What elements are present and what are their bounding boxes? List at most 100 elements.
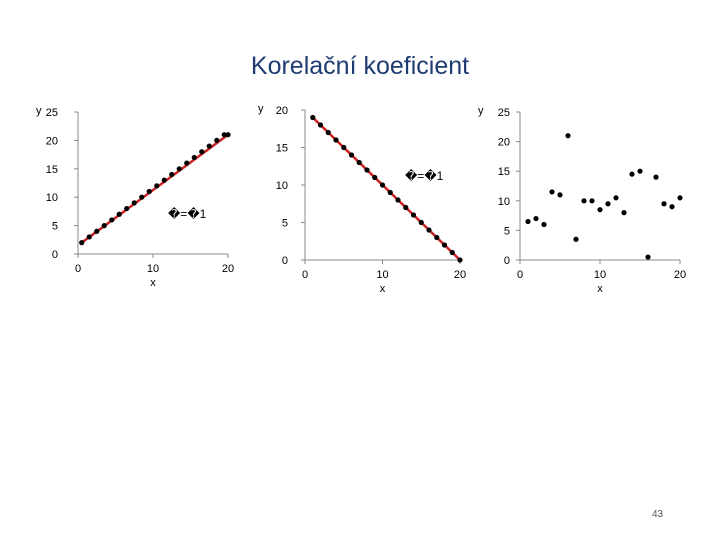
data-point <box>116 211 122 217</box>
y-tick-label: 10 <box>498 196 510 208</box>
y-tick-label: 0 <box>504 255 510 267</box>
data-point <box>525 218 531 225</box>
data-point <box>441 242 448 248</box>
data-point <box>418 219 424 226</box>
data-point <box>356 159 362 166</box>
x-axis-label: x <box>150 277 156 289</box>
x-axis-label: x <box>597 283 603 295</box>
data-point <box>86 234 92 240</box>
data-point <box>541 221 547 228</box>
y-tick-label: 5 <box>282 218 288 230</box>
x-tick-label: 10 <box>376 269 388 281</box>
data-point <box>426 227 432 233</box>
page-number: 43 <box>652 509 664 520</box>
data-point <box>597 207 603 213</box>
y-tick-label: 10 <box>46 192 58 204</box>
data-point <box>124 205 130 212</box>
y-tick-label: 10 <box>276 180 288 192</box>
data-point <box>379 182 386 188</box>
scatter-chart-negative: 0 5 10 15 20 0 10 20 x y �=�1 <box>258 103 466 295</box>
data-point <box>214 137 220 143</box>
slide-title: Korelační koeficient <box>250 52 470 80</box>
data-point <box>364 167 370 173</box>
data-point <box>645 254 651 260</box>
x-tick-label: 20 <box>222 263 234 275</box>
data-point <box>146 188 152 195</box>
x-tick-label: 10 <box>594 269 606 281</box>
x-tick-label: 0 <box>302 269 308 281</box>
data-point <box>605 201 611 207</box>
x-axis-label: x <box>380 283 386 295</box>
data-point <box>139 194 145 200</box>
data-point <box>131 200 137 206</box>
data-point <box>109 217 115 223</box>
correlation-annotation: �=�1 <box>405 169 444 183</box>
x-tick-label: 0 <box>75 263 81 275</box>
scatter-chart-random: 0 5 10 15 20 25 0 10 20 x y <box>478 105 686 295</box>
data-point <box>629 171 635 177</box>
data-point <box>677 195 683 201</box>
data-point <box>653 174 659 180</box>
y-tick-label: 20 <box>498 137 510 149</box>
data-point <box>403 204 409 211</box>
data-point <box>395 197 401 203</box>
data-point <box>573 236 579 242</box>
data-point <box>410 212 417 218</box>
data-point <box>449 249 455 256</box>
y-tick-label: 15 <box>276 143 288 155</box>
y-tick-label: 5 <box>52 221 58 233</box>
data-point <box>154 183 160 189</box>
x-tick-label: 20 <box>674 269 686 281</box>
data-point <box>169 171 175 178</box>
y-tick-label: 0 <box>282 255 288 267</box>
x-tick-label: 20 <box>454 269 466 281</box>
y-axis-label: y <box>258 103 264 115</box>
y-tick-label: 5 <box>504 225 510 237</box>
data-point <box>533 215 539 222</box>
y-tick-label: 25 <box>498 107 510 119</box>
data-point <box>161 177 167 183</box>
y-tick-label: 15 <box>498 166 510 178</box>
data-point <box>317 122 324 128</box>
data-point <box>191 154 197 161</box>
data-point <box>457 257 463 263</box>
y-tick-label: 20 <box>46 135 58 147</box>
data-point <box>581 198 587 204</box>
y-tick-label: 0 <box>52 249 58 261</box>
y-tick-label: 15 <box>46 164 58 176</box>
y-tick-label: 25 <box>46 107 58 119</box>
data-point <box>333 137 339 143</box>
x-tick-label: 0 <box>517 269 523 281</box>
data-point <box>669 204 675 210</box>
x-tick-label: 10 <box>147 263 159 275</box>
data-point <box>341 144 347 151</box>
data-point <box>372 174 378 181</box>
correlation-annotation: �=�1 <box>168 207 207 221</box>
data-point <box>387 189 393 196</box>
data-point <box>325 129 331 136</box>
data-point <box>613 195 619 201</box>
scatter-chart-positive: 0 5 10 15 20 25 0 10 20 x y �=�1 <box>36 105 234 289</box>
data-point <box>206 143 212 149</box>
data-point <box>348 152 355 158</box>
data-point <box>310 114 316 121</box>
data-point <box>225 132 231 138</box>
data-point <box>199 149 205 155</box>
data-point <box>184 160 190 166</box>
data-point <box>637 168 643 174</box>
data-point <box>94 228 100 234</box>
y-axis-label: y <box>478 105 484 117</box>
data-point <box>176 166 182 172</box>
data-point <box>565 133 571 139</box>
data-point <box>434 234 440 241</box>
y-axis-label: y <box>36 105 42 117</box>
data-point <box>101 223 107 229</box>
data-point <box>79 240 85 246</box>
data-point <box>661 201 667 207</box>
data-point <box>621 210 627 216</box>
data-point <box>221 132 227 138</box>
data-point <box>557 192 563 198</box>
data-point <box>589 198 595 204</box>
y-tick-label: 20 <box>276 105 288 117</box>
data-point <box>549 189 555 195</box>
